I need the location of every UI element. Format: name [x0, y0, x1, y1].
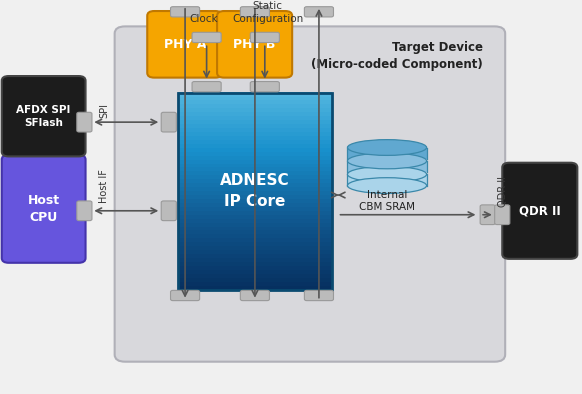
Bar — [178, 210, 332, 215]
Bar — [178, 234, 332, 238]
Bar — [178, 285, 332, 290]
Bar — [178, 147, 332, 152]
Bar — [178, 214, 332, 219]
Bar — [178, 139, 332, 144]
FancyBboxPatch shape — [480, 205, 495, 225]
Bar — [178, 182, 332, 187]
FancyBboxPatch shape — [161, 201, 176, 221]
Bar — [178, 253, 332, 258]
Bar — [178, 273, 332, 278]
Bar — [178, 249, 332, 254]
Bar — [347, 147, 427, 159]
FancyBboxPatch shape — [2, 155, 86, 263]
FancyBboxPatch shape — [77, 112, 92, 132]
Bar — [178, 194, 332, 199]
Text: Host
CPU: Host CPU — [27, 194, 60, 224]
FancyBboxPatch shape — [171, 7, 200, 17]
Bar — [178, 261, 332, 266]
Text: AFDX SPI
SFlash: AFDX SPI SFlash — [16, 105, 71, 128]
Text: MDIO: MDIO — [325, 0, 352, 1]
Bar — [178, 104, 332, 108]
Bar — [178, 245, 332, 250]
Bar — [178, 190, 332, 195]
Bar — [178, 265, 332, 270]
FancyBboxPatch shape — [304, 290, 333, 301]
FancyBboxPatch shape — [192, 82, 221, 92]
Ellipse shape — [347, 178, 427, 193]
Bar — [178, 167, 332, 171]
Text: SPI: SPI — [99, 103, 109, 118]
Bar — [178, 178, 332, 183]
Bar — [178, 171, 332, 175]
Bar — [178, 202, 332, 207]
Text: QDR II: QDR II — [519, 204, 560, 217]
FancyBboxPatch shape — [147, 11, 222, 78]
Text: PHY A: PHY A — [164, 38, 206, 51]
Bar — [178, 100, 332, 104]
Bar — [178, 230, 332, 234]
Bar — [178, 151, 332, 156]
FancyBboxPatch shape — [161, 112, 176, 132]
FancyBboxPatch shape — [502, 163, 577, 259]
Bar — [178, 242, 332, 246]
Bar — [178, 93, 332, 290]
Bar — [178, 123, 332, 128]
Bar — [178, 112, 332, 116]
Ellipse shape — [347, 139, 427, 155]
FancyBboxPatch shape — [250, 32, 279, 43]
Text: Internal
CBM SRAM: Internal CBM SRAM — [359, 190, 415, 212]
Bar — [178, 281, 332, 286]
Bar — [178, 127, 332, 132]
Text: Clock: Clock — [189, 14, 218, 24]
Text: RMII A: RMII A — [166, 0, 198, 1]
Text: RMII B: RMII B — [239, 0, 271, 1]
Text: PHY B: PHY B — [233, 38, 276, 51]
Ellipse shape — [347, 166, 427, 182]
Text: Static
Configuration: Static Configuration — [232, 1, 303, 24]
FancyBboxPatch shape — [217, 11, 292, 78]
Bar — [178, 92, 332, 97]
Bar — [178, 96, 332, 100]
Bar — [178, 115, 332, 120]
Bar — [178, 218, 332, 223]
Bar — [178, 108, 332, 112]
Ellipse shape — [347, 153, 427, 169]
Bar — [178, 186, 332, 191]
Bar — [347, 174, 427, 186]
FancyBboxPatch shape — [250, 82, 279, 92]
Bar — [178, 257, 332, 262]
Bar — [178, 131, 332, 136]
Bar — [178, 175, 332, 179]
Text: Target Device
(Micro-coded Component): Target Device (Micro-coded Component) — [311, 41, 483, 71]
Bar — [347, 161, 427, 172]
FancyBboxPatch shape — [495, 205, 510, 225]
Bar — [178, 206, 332, 211]
Text: QDR II: QDR II — [498, 176, 508, 207]
Bar — [178, 163, 332, 167]
Bar — [178, 269, 332, 274]
FancyBboxPatch shape — [304, 7, 333, 17]
Bar — [178, 226, 332, 230]
Bar — [178, 135, 332, 140]
Bar — [178, 119, 332, 124]
FancyBboxPatch shape — [2, 76, 86, 156]
FancyBboxPatch shape — [77, 201, 92, 221]
FancyBboxPatch shape — [192, 32, 221, 43]
Text: Host IF: Host IF — [99, 169, 109, 203]
Bar — [178, 238, 332, 242]
FancyBboxPatch shape — [115, 26, 505, 362]
Bar — [178, 277, 332, 282]
Bar — [178, 155, 332, 160]
FancyBboxPatch shape — [171, 290, 200, 301]
FancyBboxPatch shape — [240, 290, 269, 301]
Bar — [178, 222, 332, 227]
FancyBboxPatch shape — [240, 7, 269, 17]
Bar — [178, 143, 332, 148]
Bar — [178, 159, 332, 164]
Text: ADNESC
IP Core: ADNESC IP Core — [220, 173, 289, 209]
Bar — [178, 198, 332, 203]
